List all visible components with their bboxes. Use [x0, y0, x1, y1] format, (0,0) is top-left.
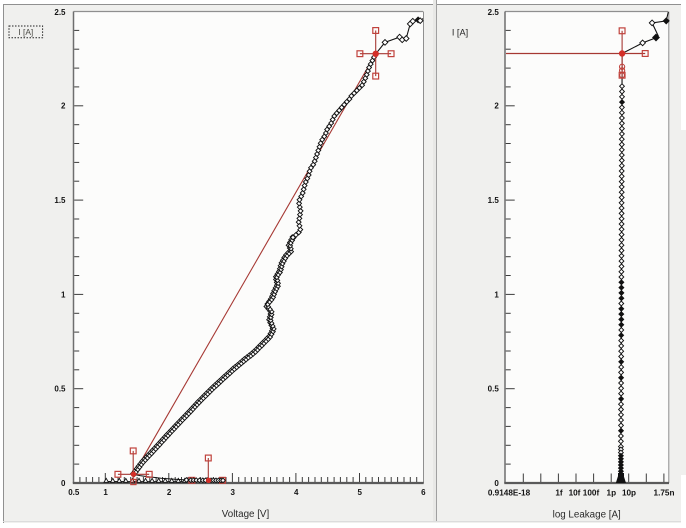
- svg-text:10p: 10p: [622, 489, 636, 498]
- svg-text:0.5: 0.5: [54, 385, 66, 394]
- svg-text:1.75n: 1.75n: [654, 489, 675, 498]
- svg-text:1f: 1f: [555, 489, 563, 498]
- svg-text:I [A]: I [A]: [18, 27, 33, 37]
- svg-text:2: 2: [167, 488, 172, 497]
- svg-text:2.5: 2.5: [54, 8, 66, 17]
- svg-text:4: 4: [294, 488, 299, 497]
- svg-text:6: 6: [421, 488, 426, 497]
- svg-text:0.5: 0.5: [68, 488, 80, 497]
- svg-text:1.5: 1.5: [54, 196, 66, 205]
- svg-text:10f: 10f: [569, 489, 581, 498]
- svg-text:1.5: 1.5: [488, 196, 500, 205]
- svg-text:1p: 1p: [607, 489, 617, 498]
- svg-text:100f: 100f: [583, 489, 600, 498]
- svg-text:Voltage [V]: Voltage [V]: [222, 509, 270, 520]
- svg-text:0: 0: [61, 479, 66, 488]
- svg-text:2: 2: [61, 102, 66, 111]
- svg-text:1: 1: [494, 290, 499, 299]
- svg-text:0.5: 0.5: [488, 385, 500, 394]
- svg-text:0: 0: [494, 479, 499, 488]
- svg-text:2.5: 2.5: [488, 8, 500, 17]
- svg-text:I [A]: I [A]: [452, 27, 468, 37]
- svg-text:log Leakage [A]: log Leakage [A]: [553, 510, 621, 521]
- svg-text:1: 1: [103, 488, 108, 497]
- svg-text:2: 2: [494, 102, 499, 111]
- svg-text:5: 5: [358, 488, 363, 497]
- svg-text:3: 3: [230, 488, 235, 497]
- svg-text:1: 1: [61, 290, 66, 299]
- svg-text:0.9148E-18: 0.9148E-18: [488, 489, 531, 498]
